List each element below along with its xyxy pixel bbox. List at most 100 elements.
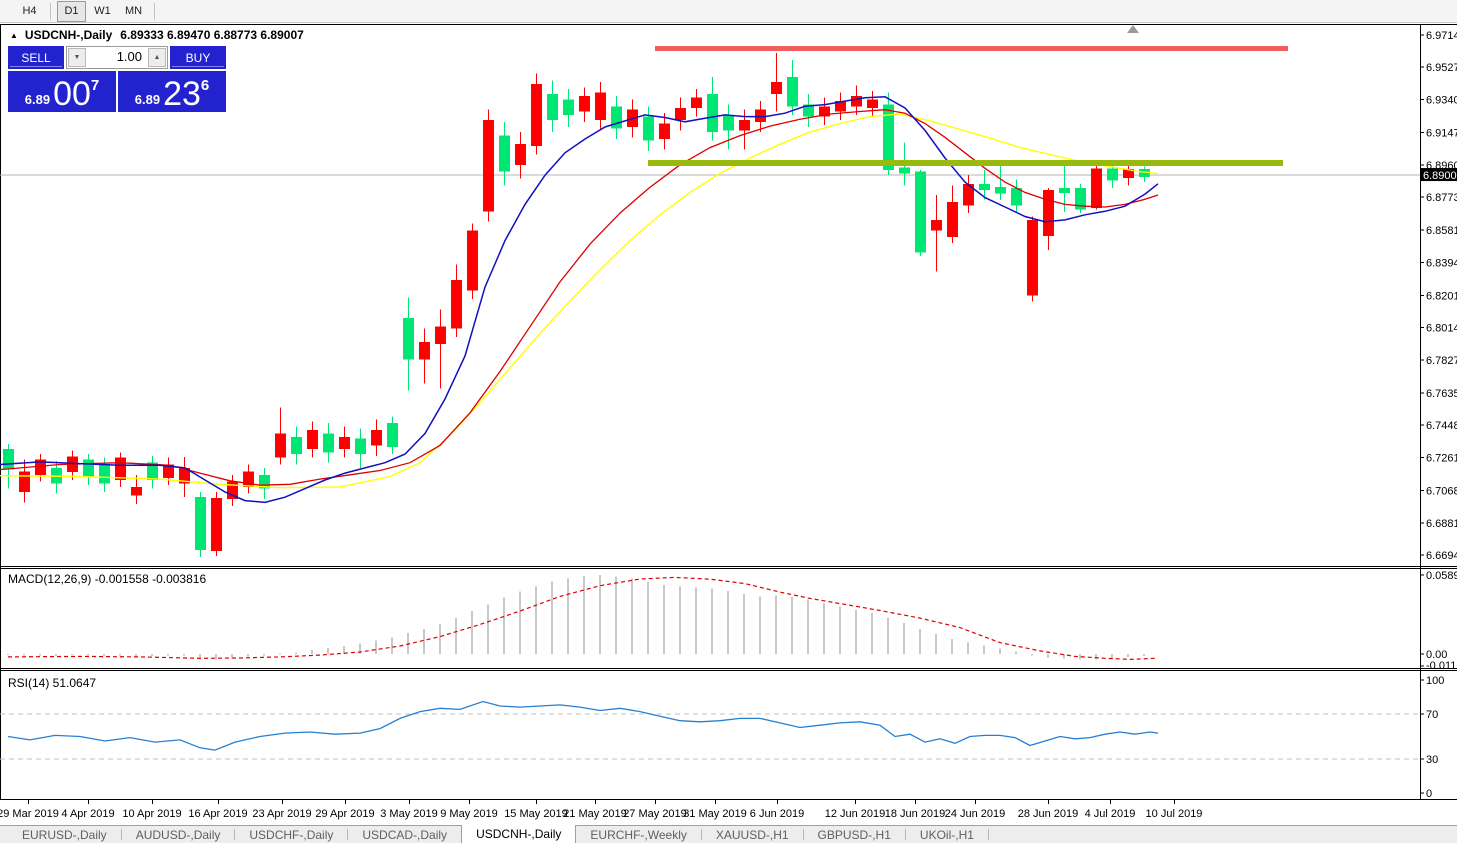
ma-yellow-line [0,113,1159,489]
macd-histogram-bar [855,609,857,654]
volume-decrease-button[interactable]: ▼ [68,48,86,67]
candle-body [947,201,958,238]
axis-label: 6.80145 [1426,323,1457,335]
axis-label: 4 Jul 2019 [1085,808,1136,820]
chart-tab-eurchf[interactable]: EURCHF-,Weekly [590,827,687,842]
macd-histogram-bar [231,654,233,659]
axis-label: 6.83940 [1426,257,1457,269]
axis-label: 6.97140 [1426,30,1457,42]
candle-body [339,436,350,449]
candle-body [723,114,734,131]
axis-label: 27 May 2019 [623,808,687,820]
rsi-pane [0,700,1420,760]
tab-separator [987,829,989,840]
chart-tab-gbpusd[interactable]: GBPUSD-,H1 [817,827,891,842]
chart-title: ▲ USDCNH-,Daily 6.89333 6.89470 6.88773 … [10,28,304,42]
axis-label: 6.85810 [1426,225,1457,237]
volume-input[interactable]: 1.00 [116,49,142,64]
chart-tab-ukoil[interactable]: UKOil-,H1 [919,827,974,842]
axis-label: 0.00 [1426,649,1447,661]
support-line[interactable] [648,160,1283,166]
chart-tab-usdcnh[interactable]: USDCNH-,Daily [461,825,577,843]
candle-body [787,77,798,107]
candle-body [275,433,286,458]
chart-tab-usdcad[interactable]: USDCAD-,Daily [362,827,448,842]
axis-label: 29 Apr 2019 [315,808,374,820]
chart-tab-usdchf[interactable]: USDCHF-,Daily [249,827,334,842]
candle-body [675,108,686,121]
timeframe-button-d1[interactable]: D1 [57,0,86,22]
ma-blue-line [0,96,1159,504]
chart-tab-eurusd[interactable]: EURUSD-,Daily [22,827,107,842]
volume-increase-button[interactable]: ▲ [148,48,166,67]
macd-histogram-bar [919,628,921,654]
candle-body [579,95,590,112]
macd-histogram-bar [967,642,969,654]
candles-group [3,52,1150,557]
macd-histogram-bar [647,581,649,654]
macd-histogram-bar [663,584,665,654]
axis-label: 6.66945 [1426,550,1457,562]
candle-body [899,167,910,174]
chart-shift-marker-icon[interactable] [1127,25,1139,33]
candle-body [499,135,510,172]
timeframe-button-mn[interactable]: MN [124,5,143,17]
tab-separator [120,829,122,840]
tab-separator [904,829,906,840]
timeframe-button-w1[interactable]: W1 [94,5,111,17]
macd-histogram-bar [135,654,137,657]
chart-tab-xauusd[interactable]: XAUUSD-,H1 [715,827,789,842]
candle-body [307,430,318,449]
candle-body [467,230,478,291]
candle-body [147,462,158,480]
sell-price-button[interactable]: 6.89 00 7 [8,71,116,112]
sell-button[interactable]: SELL [8,46,64,69]
macd-histogram-bar [359,643,361,654]
collapse-arrow-icon[interactable]: ▲ [10,30,18,40]
candle-body [387,423,398,448]
timeframe-button-h4[interactable]: H4 [22,5,37,17]
macd-histogram-bar [615,576,617,654]
axis-label: 15 May 2019 [504,808,568,820]
candle-body [819,106,830,117]
macd-histogram-bar [71,654,73,656]
macd-histogram-bar [343,645,345,654]
candle-body [1011,188,1022,206]
candle-body [163,464,174,479]
macd-histogram-bar [151,654,153,656]
candle-body [739,120,750,131]
tab-separator [234,829,236,840]
axis-label: 18 Jun 2019 [885,808,946,820]
candle-body [531,83,542,146]
macd-histogram-bar [999,648,1001,654]
axis-label: 0 [1426,788,1432,800]
buy-price-button[interactable]: 6.89 23 6 [118,71,226,112]
macd-histogram-bar [455,617,457,654]
axis-label: 100 [1426,675,1444,687]
candle-body [771,82,782,95]
pane-borders [0,24,1457,800]
one-click-trade-panel: SELL ▼ 1.00 ▲ BUY 6.89 00 7 6.89 23 6 [8,46,226,112]
resistance-line[interactable] [655,46,1288,51]
macd-histogram-bar [1143,654,1145,657]
buy-price-base: 6.89 [134,92,161,107]
axis-label: 6.68815 [1426,518,1457,530]
candle-body [19,471,30,493]
macd-histogram-bar [295,652,297,654]
macd-histogram-bar [103,654,105,657]
macd-histogram-bar [535,586,537,654]
candle-body [595,92,606,121]
date-axis[interactable]: 29 Mar 2019 4 Apr 2019 10 Apr 2019 16 Apr 2… [0,800,1202,820]
macd-histogram-bar [695,587,697,654]
candle-body [195,496,206,550]
macd-histogram-bar [327,647,329,654]
buy-button[interactable]: BUY [170,46,226,69]
price-axis[interactable]: 6.971406.952706.934006.914756.896056.877… [1420,30,1457,800]
macd-histogram-bar [279,653,281,655]
macd-histogram-bar [471,611,473,654]
chart-tab-audusd[interactable]: AUDUSD-,Daily [135,827,221,842]
axis-label: 6.78275 [1426,355,1457,367]
candle-body [1027,219,1038,296]
axis-label: 4 Apr 2019 [61,808,114,820]
